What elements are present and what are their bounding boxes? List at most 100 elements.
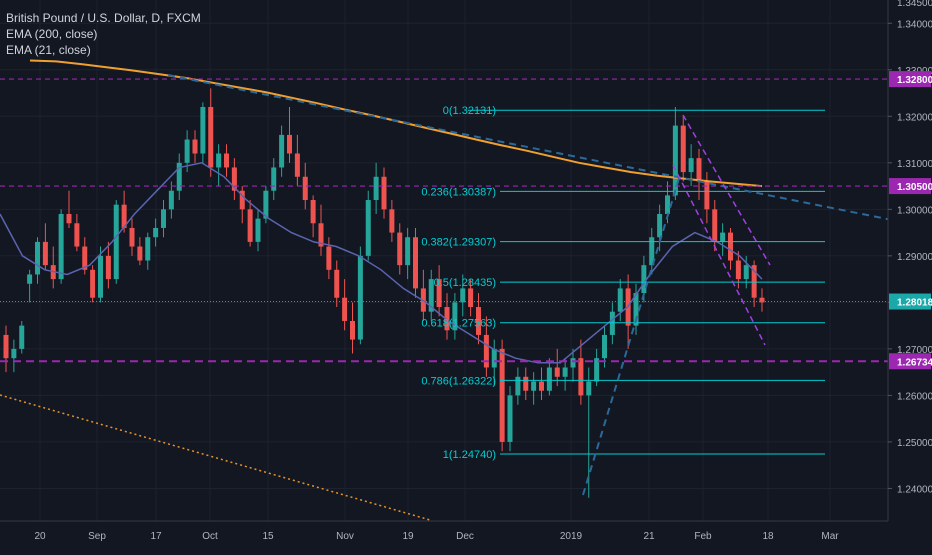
candle-body[interactable]: [523, 376, 529, 391]
candle-body[interactable]: [318, 223, 324, 247]
candle-body[interactable]: [633, 293, 639, 326]
time-axis-label: 15: [262, 531, 274, 542]
candle-body[interactable]: [735, 260, 741, 280]
candle-body[interactable]: [279, 134, 285, 168]
candle-body[interactable]: [208, 106, 214, 168]
candle-body[interactable]: [491, 348, 497, 368]
candle-body[interactable]: [649, 237, 655, 266]
candle-body[interactable]: [27, 274, 33, 284]
candle-body[interactable]: [255, 218, 261, 242]
candle-body[interactable]: [688, 158, 694, 173]
candle-body[interactable]: [105, 255, 111, 280]
candle-body[interactable]: [507, 395, 513, 442]
candle-body[interactable]: [641, 265, 647, 294]
candle-body[interactable]: [153, 227, 159, 238]
candle-body[interactable]: [609, 311, 615, 335]
candle-body[interactable]: [129, 227, 135, 247]
candle-body[interactable]: [680, 125, 686, 173]
candle-body[interactable]: [373, 176, 379, 201]
candle-body[interactable]: [192, 139, 198, 154]
candle-body[interactable]: [342, 297, 348, 321]
candle-body[interactable]: [468, 288, 474, 308]
candle-body[interactable]: [546, 367, 552, 391]
candle-body[interactable]: [602, 334, 607, 359]
price-tag-label: 1.26734: [897, 357, 932, 368]
candle-body[interactable]: [168, 190, 174, 210]
candle-body[interactable]: [365, 200, 371, 256]
candle-body[interactable]: [515, 376, 521, 396]
candle-body[interactable]: [483, 334, 489, 368]
candle-body[interactable]: [397, 232, 403, 266]
candle-body[interactable]: [161, 209, 166, 228]
price-tag-label: 1.30500: [897, 182, 932, 193]
candle-body[interactable]: [11, 348, 17, 359]
candle-body[interactable]: [200, 106, 206, 154]
candle-body[interactable]: [310, 200, 316, 224]
candle-body[interactable]: [294, 153, 300, 177]
candle-body[interactable]: [350, 320, 355, 340]
candle-body[interactable]: [704, 181, 710, 210]
candle-body[interactable]: [578, 358, 584, 396]
candle-body[interactable]: [19, 325, 25, 349]
candle-body[interactable]: [586, 381, 592, 396]
candle-body[interactable]: [444, 307, 450, 331]
candle-body[interactable]: [3, 334, 9, 359]
candle-body[interactable]: [476, 307, 481, 335]
candle-body[interactable]: [389, 209, 395, 233]
price-tag-label: 1.28018: [897, 298, 932, 309]
candle-body[interactable]: [357, 255, 363, 340]
candle-body[interactable]: [460, 288, 466, 303]
candle-body[interactable]: [617, 288, 623, 312]
candle-body[interactable]: [657, 213, 663, 238]
candle-body[interactable]: [554, 367, 560, 377]
candle-body[interactable]: [216, 153, 222, 168]
candle-body[interactable]: [90, 269, 96, 298]
candle-body[interactable]: [184, 139, 190, 163]
candle-body[interactable]: [137, 246, 143, 261]
candle-body[interactable]: [413, 237, 418, 289]
candle-body[interactable]: [271, 167, 277, 191]
candle-body[interactable]: [594, 358, 600, 382]
candle-body[interactable]: [531, 381, 537, 391]
candle-body[interactable]: [176, 162, 182, 191]
candle-body[interactable]: [74, 223, 80, 247]
candle-body[interactable]: [145, 237, 151, 261]
candle-body[interactable]: [665, 195, 670, 214]
candle-body[interactable]: [452, 302, 458, 331]
candle-body[interactable]: [247, 209, 253, 242]
candle-body[interactable]: [405, 237, 411, 266]
candle-body[interactable]: [751, 265, 757, 298]
candle-body[interactable]: [672, 125, 678, 196]
candle-body[interactable]: [326, 246, 332, 270]
candle-body[interactable]: [66, 213, 72, 224]
candle-body[interactable]: [113, 204, 119, 280]
candle-body[interactable]: [712, 209, 718, 242]
candle-body[interactable]: [35, 241, 40, 275]
candle-body[interactable]: [436, 279, 442, 308]
candle-body[interactable]: [82, 246, 88, 270]
candle-body[interactable]: [121, 204, 127, 228]
candle-body[interactable]: [743, 265, 749, 280]
candle-body[interactable]: [720, 232, 726, 242]
candle-body[interactable]: [58, 213, 64, 280]
candle-body[interactable]: [42, 241, 48, 266]
candle-body[interactable]: [759, 297, 765, 303]
candle-body[interactable]: [539, 381, 544, 391]
candle-body[interactable]: [239, 190, 245, 210]
candle-body[interactable]: [287, 134, 292, 154]
candle-body[interactable]: [231, 167, 237, 191]
candle-body[interactable]: [499, 348, 505, 442]
candle-body[interactable]: [381, 176, 387, 210]
candle-body[interactable]: [428, 279, 434, 312]
candle-body[interactable]: [224, 153, 229, 168]
candle-body[interactable]: [334, 269, 340, 298]
candle-body[interactable]: [562, 367, 568, 377]
candle-body[interactable]: [263, 190, 269, 219]
candle-body[interactable]: [696, 158, 702, 182]
candle-body[interactable]: [728, 232, 733, 261]
candle-body[interactable]: [302, 176, 308, 201]
candle-body[interactable]: [98, 255, 103, 298]
candle-body[interactable]: [570, 358, 576, 368]
